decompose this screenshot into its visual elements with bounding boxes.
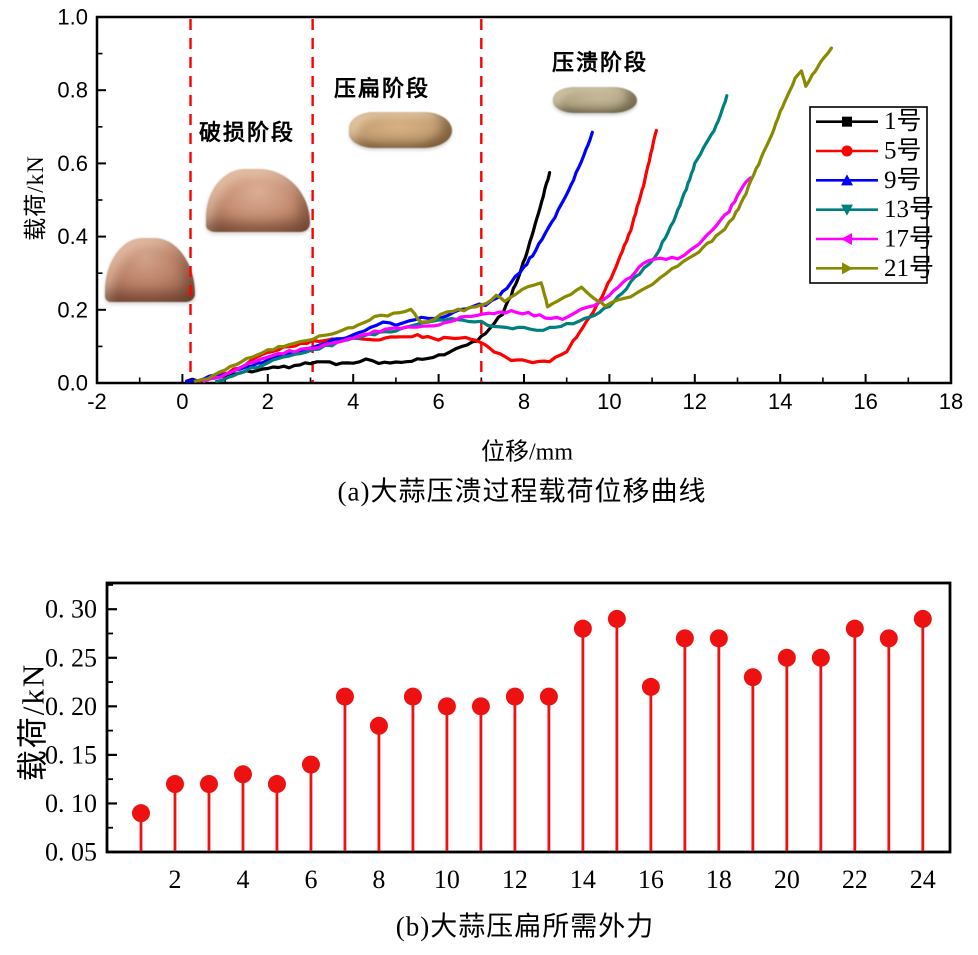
svg-text:4: 4 [236, 865, 249, 894]
garlic-photo-crushed [553, 87, 637, 113]
svg-text:13号: 13号 [884, 196, 934, 223]
svg-text:12: 12 [502, 865, 528, 894]
panel-a-y-axis-label: 载荷/kN [23, 155, 48, 241]
panel-b-stem-chart: 0. 050. 100. 150. 200. 250. 302 4 6 8 10 12 14… [45, 581, 952, 894]
svg-text:8: 8 [372, 865, 385, 894]
svg-text:2: 2 [168, 865, 181, 894]
panel-b-y-axis-label: 载荷/kN [15, 662, 51, 782]
svg-text:6: 6 [432, 389, 444, 414]
svg-text:0. 15: 0. 15 [45, 740, 97, 769]
svg-text:16: 16 [638, 865, 664, 894]
stage-label-damage: 破损阶段 [198, 120, 296, 145]
stage-label-flatten: 压扁阶段 [333, 76, 431, 101]
garlic-photo-flattened [349, 112, 452, 148]
svg-text:14: 14 [768, 389, 792, 414]
svg-text:0. 05: 0. 05 [45, 838, 97, 867]
svg-text:18: 18 [706, 865, 732, 894]
svg-text:14: 14 [570, 865, 596, 894]
svg-text:0.8: 0.8 [57, 78, 88, 103]
panel-b-caption: (b)大蒜压扁所需外力 [395, 911, 655, 942]
svg-text:22: 22 [842, 865, 868, 894]
svg-text:10: 10 [434, 865, 460, 894]
panel-a-caption: (a)大蒜压溃过程载荷位移曲线 [337, 476, 707, 507]
svg-text:0.4: 0.4 [57, 224, 88, 249]
svg-text:10: 10 [597, 389, 621, 414]
svg-text:18: 18 [939, 389, 963, 414]
svg-text:-2: -2 [87, 389, 107, 414]
svg-text:0. 25: 0. 25 [45, 643, 97, 672]
svg-text:9号: 9号 [884, 167, 922, 194]
svg-text:21号: 21号 [884, 255, 934, 282]
panel-a-x-axis-label: 位移/mm [480, 439, 574, 466]
svg-text:16: 16 [853, 389, 877, 414]
svg-text:0. 20: 0. 20 [45, 692, 97, 721]
svg-text:0: 0 [176, 389, 188, 414]
svg-text:0.2: 0.2 [57, 297, 88, 322]
stage-label-crush: 压溃阶段 [551, 50, 649, 75]
svg-text:1号: 1号 [884, 108, 922, 135]
svg-text:2: 2 [262, 389, 274, 414]
svg-text:5号: 5号 [884, 138, 922, 165]
panel-a-load-displacement-chart: -2 0 2 4 6 8 10 12 14 16 18 0.0 0.2 0.4 0.6 0.8 1.0 1号 5号9… [57, 5, 963, 415]
svg-text:0.0: 0.0 [57, 371, 88, 396]
svg-text:8: 8 [518, 389, 530, 414]
svg-text:0.6: 0.6 [57, 151, 88, 176]
svg-text:20: 20 [774, 865, 800, 894]
svg-text:0. 30: 0. 30 [45, 595, 97, 624]
svg-text:0. 10: 0. 10 [45, 789, 97, 818]
svg-text:4: 4 [347, 389, 359, 414]
svg-text:24: 24 [910, 865, 936, 894]
svg-text:12: 12 [683, 389, 707, 414]
svg-text:1.0: 1.0 [57, 5, 88, 30]
svg-text:6: 6 [304, 865, 317, 894]
svg-text:17号: 17号 [884, 226, 934, 253]
